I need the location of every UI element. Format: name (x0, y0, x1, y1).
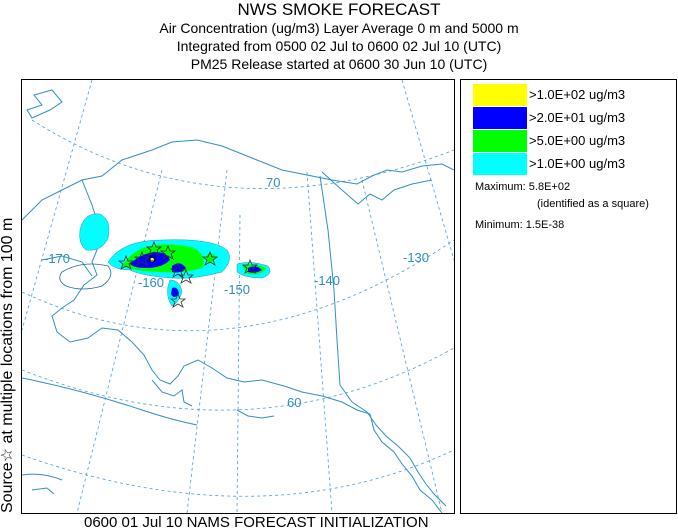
yukon-coast (321, 171, 433, 205)
plume-inner-blue (172, 263, 186, 273)
legend-swatch (473, 153, 527, 175)
legend-label: >1.0E+00 ug/m3 (529, 156, 626, 171)
legend-label: >2.0E+01 ug/m3 (529, 110, 626, 125)
lon-line-e (306, 171, 333, 513)
seward-peninsula (41, 255, 93, 277)
lat-label-60: 60 (287, 395, 301, 410)
source-star-1 (133, 250, 151, 266)
lon-line-g (401, 80, 454, 261)
source-locations-label: Source☆ at multiple locations from 100 m (0, 217, 16, 513)
lon-label-160: -160 (138, 275, 164, 290)
source-star-7 (241, 258, 259, 274)
kenai-coast (236, 409, 275, 419)
peninsula-coast (22, 377, 198, 426)
integration-period: Integrated from 0500 02 Jul to 0600 02 J… (176, 38, 502, 54)
source-star-2 (145, 240, 163, 256)
legend-label: >5.0E+00 ug/m3 (529, 133, 626, 148)
maximum-value: Maximum: 5.8E+02 (475, 181, 571, 193)
smoke-plumes (79, 213, 271, 307)
source-star-3 (159, 244, 177, 260)
source-star-8 (169, 292, 187, 308)
source-star-5 (177, 268, 195, 284)
lon-line-d (236, 214, 241, 513)
legend-panel: >1.0E+02 ug/m3 >2.0E+01 ug/m3 >5.0E+00 u… (460, 79, 677, 514)
source-star-6 (201, 250, 219, 266)
concentration-subtitle: Air Concentration (ug/m3) Layer Average … (159, 20, 519, 36)
forecast-map[interactable]: 70 60 -170 -160 -150 -140 -130 (21, 79, 455, 514)
lat-line-65 (22, 239, 454, 332)
maximum-square (149, 255, 156, 262)
lon-label-170: -170 (44, 251, 70, 266)
lon-label-130: -130 (403, 250, 429, 265)
lon-line-a (22, 80, 93, 331)
minimum-value: Minimum: 1.5E-38 (475, 219, 565, 231)
plume-west-small (79, 213, 110, 251)
source-markers (117, 240, 259, 308)
legend-label: >1.0E+02 ug/m3 (529, 87, 626, 102)
legend-swatch (473, 130, 527, 152)
legend-swatch (473, 84, 527, 106)
coastlines (22, 89, 454, 513)
lon-line-b (76, 169, 163, 513)
lon-label-150: -150 (224, 282, 250, 297)
western-coast (51, 179, 371, 415)
source-star-4 (169, 262, 187, 278)
release-start: PM25 Release started at 0600 30 Jun 10 (… (190, 56, 488, 72)
lon-line-c (186, 169, 228, 513)
lon-label-140: -140 (314, 273, 340, 288)
plume-south-blue (171, 287, 179, 297)
legend-swatch (473, 107, 527, 129)
arctic-coast (22, 139, 454, 221)
chukotka-coast (26, 89, 63, 119)
maximum-note: (identified as a square) (537, 198, 649, 210)
plume-outline-west (59, 263, 112, 290)
international-border (319, 175, 353, 403)
panhandle-islands (351, 401, 447, 507)
forecast-title: NWS SMOKE FORECAST (237, 0, 441, 19)
lon-line-f (361, 179, 443, 513)
map-canvas: 70 60 -170 -160 -150 -140 -130 (22, 80, 454, 513)
panhandle-coast (369, 413, 443, 513)
kodiak-area (151, 379, 193, 407)
lat-line-60 (22, 347, 454, 411)
initialization-footer: 0600 01 Jul 10 NAMS FORECAST INITIALIZAT… (84, 514, 429, 531)
lat-label-70: 70 (266, 175, 280, 190)
aleutians (22, 473, 63, 495)
source-star-9 (117, 254, 135, 270)
